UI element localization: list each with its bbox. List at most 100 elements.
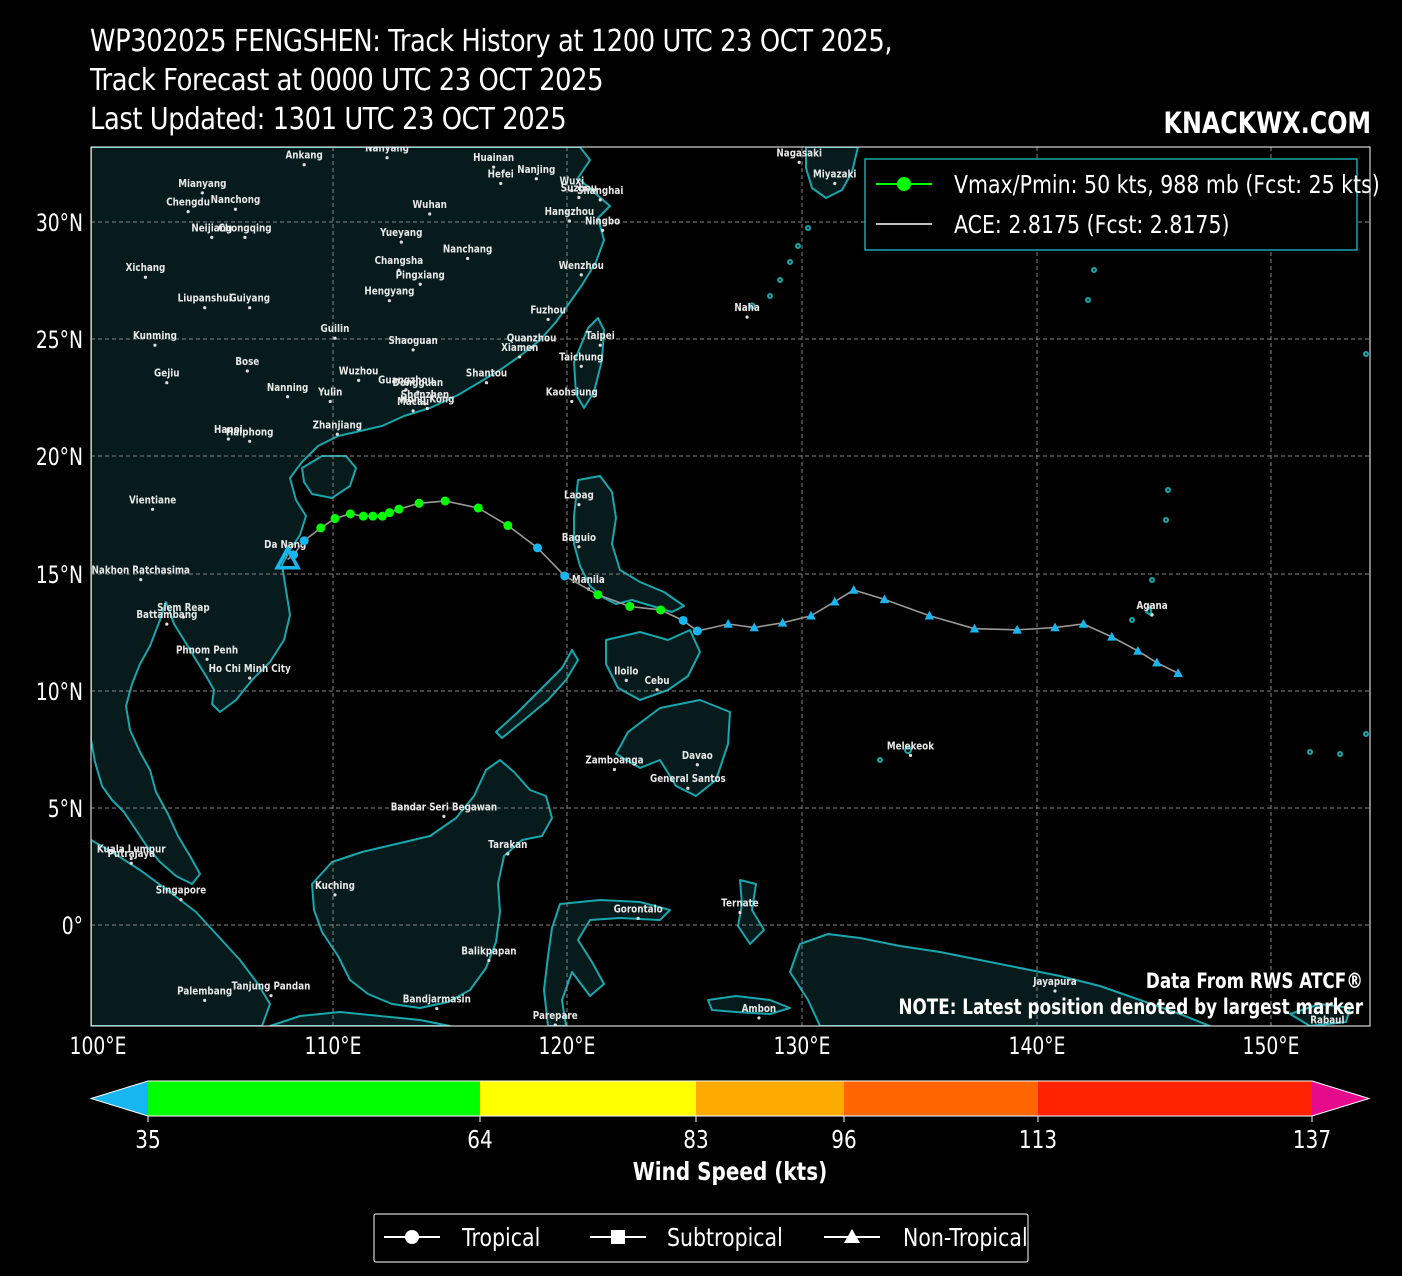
asia-mainland (91, 147, 611, 885)
city-marker (506, 852, 510, 856)
city-marker (243, 235, 247, 239)
track-point-marker (316, 523, 326, 533)
city-marker (179, 897, 183, 902)
city-marker (695, 763, 699, 767)
track-point-marker (394, 504, 404, 514)
city-label: Siem Reap (157, 602, 210, 614)
city-marker (333, 336, 337, 340)
tropical-legend-label: Tropical (461, 1224, 540, 1252)
city-marker (484, 381, 489, 385)
colorbar-tick-label: 96 (831, 1126, 856, 1155)
city-marker (1150, 613, 1154, 617)
city-marker (1053, 989, 1057, 993)
luzon-island (573, 475, 685, 613)
track-point-marker (330, 514, 340, 524)
city-label: Agana (1136, 600, 1167, 612)
city-marker (399, 240, 403, 244)
city-label: Tarakan (488, 839, 527, 851)
city-marker (612, 767, 617, 772)
colorbar-segment (480, 1081, 696, 1116)
city-marker (655, 688, 659, 692)
kyushu-island (805, 147, 859, 199)
city-marker (333, 893, 337, 897)
city-marker (418, 282, 422, 286)
legend-vmax-marker (897, 177, 911, 191)
city-label: Chengdu (166, 197, 210, 209)
lon-tick-label: 130°E (774, 1033, 831, 1061)
city-label: Xichang (126, 262, 166, 274)
track-point-marker (1012, 624, 1022, 634)
city-label: Hangzhou (545, 206, 595, 218)
city-label: Bandar Seri Begawan (391, 802, 497, 814)
new-guinea-island (789, 933, 1211, 1026)
city-label: Nanjing (517, 164, 555, 176)
city-marker (205, 657, 209, 661)
track-point-marker (924, 610, 935, 620)
city-label: Ho Chi Minh City (209, 663, 291, 675)
visayas-islands (605, 629, 701, 701)
track-point-marker (358, 511, 368, 521)
city-marker (411, 409, 415, 413)
colorbar-tick-label: 83 (683, 1126, 708, 1155)
city-marker (153, 343, 157, 347)
small-islands (748, 225, 1369, 763)
lat-tick-label: 15°N (36, 562, 83, 590)
city-label: Bose (235, 356, 259, 368)
track-layer (274, 496, 1183, 677)
latest-position-note: NOTE: Latest position denoted by largest… (898, 995, 1363, 1019)
system-type-legend: Tropical Subtropical Non-Tropical (373, 1213, 1029, 1263)
tropical-legend-marker (405, 1230, 419, 1244)
cities-layer: Ankang Nanyang Huainan Hefei Nanjing WuxiSuzh… (92, 147, 1344, 1026)
map-frame (90, 146, 1371, 1027)
city-label: Phnom Penh (176, 644, 238, 656)
track-point-marker (829, 596, 840, 606)
city-marker (165, 381, 169, 385)
city-label: Zhanjiang (313, 419, 362, 431)
track-point-marker (848, 585, 859, 594)
city-label: General Santos (650, 773, 726, 785)
new-britain-island (1289, 1003, 1351, 1026)
city-label: Miyazaki (813, 169, 856, 181)
city-label: Nagasaki (776, 148, 822, 160)
title-line-3: Last Updated: 1301 UTC 23 OCT 2025 (90, 102, 567, 137)
city-label: Guiyang (229, 293, 270, 305)
data-source-note: Data From RWS ATCF® (1146, 969, 1363, 993)
city-label: Nakhon Ratchasima (92, 565, 190, 577)
wind-speed-colorbar: 35 64 83 96 113 137 Wind Speed (kts) (89, 1080, 1371, 1187)
track-point-marker (625, 601, 635, 611)
city-label: Vientiane (129, 494, 176, 506)
city-marker (210, 235, 214, 239)
city-marker (570, 188, 574, 193)
city-label: Palembang (177, 986, 232, 998)
lat-tick-label: 30°N (36, 210, 83, 238)
city-label: Hong Kong (400, 394, 454, 406)
city-label: Haiphong (226, 426, 273, 438)
city-marker (129, 861, 133, 865)
city-label: Macau (397, 396, 429, 408)
lon-tick-label: 140°E (1009, 1033, 1066, 1061)
lat-tick-label: 0° (62, 913, 83, 941)
city-marker (487, 958, 491, 963)
city-marker (567, 219, 572, 223)
track-point-marker (299, 536, 309, 546)
city-marker (385, 156, 389, 160)
track-point-marker (777, 617, 788, 627)
city-label: Guilin (321, 323, 350, 335)
legend-ace-label: ACE: 2.8175 (Fcst: 2.8175) (954, 211, 1230, 239)
city-marker (248, 439, 252, 443)
city-label: Nanchong (211, 194, 261, 206)
city-label: Singapore (156, 885, 207, 897)
track-point-marker (345, 509, 355, 519)
city-label: Ningbo (585, 216, 620, 228)
city-label: Chongqing (218, 223, 271, 235)
colorbar-under-arrow (91, 1081, 148, 1116)
guam-island (1145, 605, 1153, 617)
city-label: Shantou (466, 368, 507, 380)
track-point-marker (377, 511, 387, 521)
city-label: Jayapura (1032, 976, 1076, 988)
taiwan-island (573, 317, 605, 409)
city-marker (601, 228, 605, 232)
city-label: Suzhou (561, 183, 597, 195)
track-point-marker (1173, 668, 1183, 677)
city-marker (165, 622, 169, 626)
